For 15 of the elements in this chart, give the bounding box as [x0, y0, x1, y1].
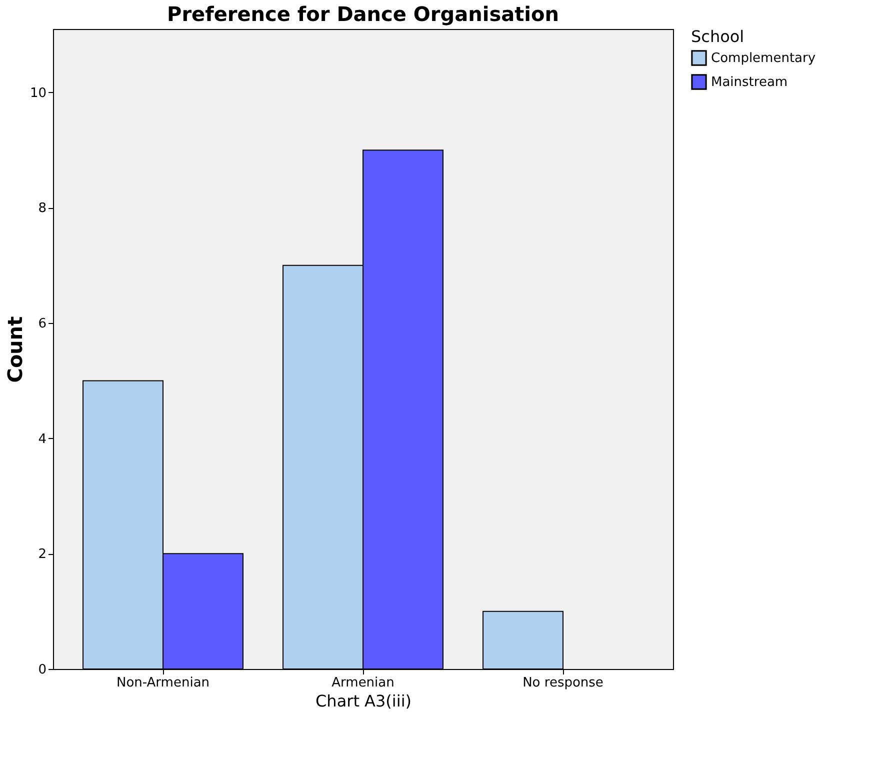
legend-label: Mainstream: [711, 75, 788, 90]
x-tick-label: Armenian: [332, 676, 394, 690]
y-tick-label: 8: [38, 201, 46, 216]
y-tick-label: 2: [38, 547, 46, 562]
y-tick-label: 10: [30, 86, 46, 101]
legend-label: Complementary: [711, 51, 816, 66]
chart-title: Preference for Dance Organisation: [167, 2, 559, 26]
y-tick-label: 6: [38, 316, 46, 332]
x-axis-title: Chart A3(iii): [316, 692, 412, 710]
y-axis-title: Count: [2, 316, 27, 383]
x-tick-label: Non-Armenian: [116, 676, 210, 690]
y-tick-label: 0: [38, 662, 46, 678]
y-tick-label: 4: [38, 432, 46, 447]
legend-title: School: [691, 27, 744, 46]
x-tick-label: No response: [522, 676, 604, 690]
